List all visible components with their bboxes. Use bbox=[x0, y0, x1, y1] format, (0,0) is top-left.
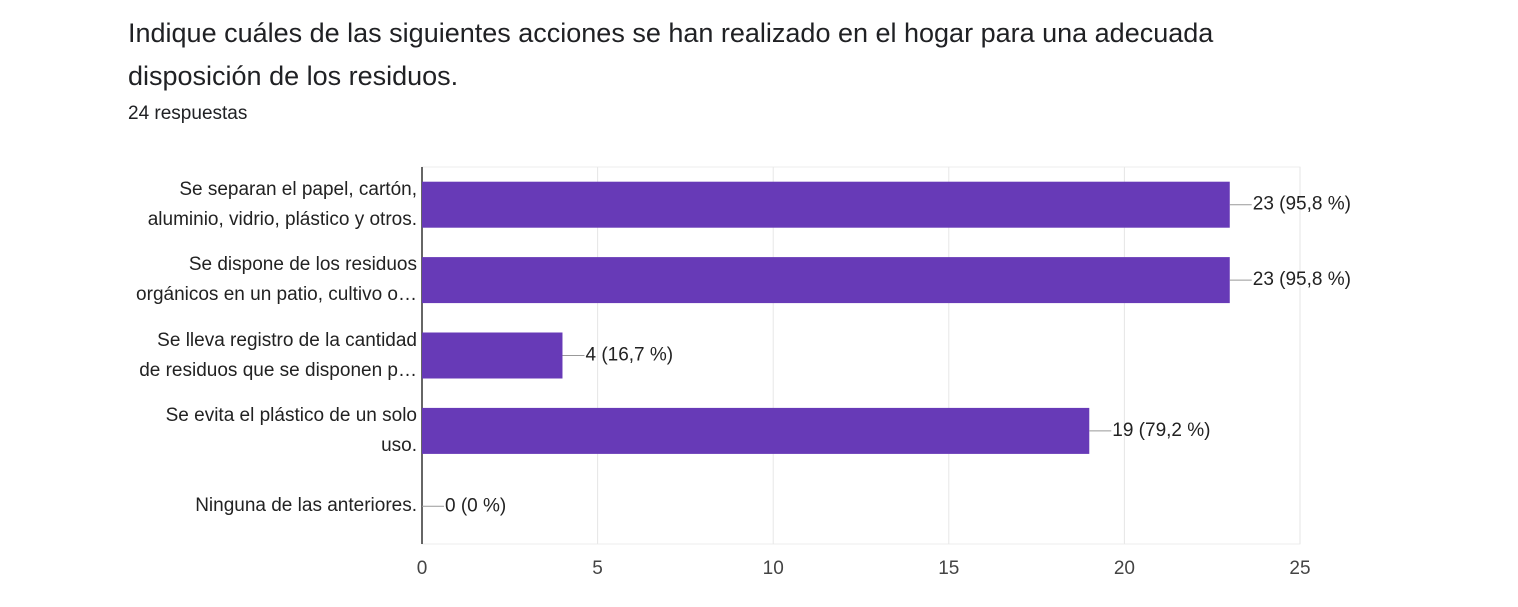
category-label: Se evita el plástico de un solo uso. bbox=[165, 404, 417, 456]
bar bbox=[422, 257, 1230, 304]
bar bbox=[422, 332, 563, 379]
chart-subtitle: 24 respuestas bbox=[128, 103, 248, 124]
x-tick-label: 10 bbox=[763, 558, 784, 579]
category-label: Ninguna de las anteriores. bbox=[195, 495, 417, 517]
x-tick-label: 5 bbox=[592, 558, 603, 579]
category-label: Se separan el papel, cartón, aluminio, v… bbox=[147, 178, 417, 230]
category-label: Se lleva registro de la cantidad de resi… bbox=[139, 329, 417, 381]
value-label: 23 (95,8 %) bbox=[1253, 194, 1351, 215]
value-label: 0 (0 %) bbox=[445, 495, 506, 516]
x-tick-label: 15 bbox=[938, 558, 959, 579]
bar bbox=[422, 407, 1090, 454]
value-label: 4 (16,7 %) bbox=[585, 345, 673, 366]
bar bbox=[422, 181, 1230, 228]
x-tick-label: 25 bbox=[1289, 558, 1310, 579]
category-label: Se dispone de los residuos orgánicos en … bbox=[136, 254, 417, 306]
chart-title: Indique cuáles de las siguientes accione… bbox=[128, 18, 1214, 91]
value-label: 23 (95,8 %) bbox=[1253, 269, 1351, 290]
x-tick-label: 0 bbox=[417, 558, 428, 579]
value-label: 19 (79,2 %) bbox=[1112, 420, 1210, 441]
x-tick-label: 20 bbox=[1114, 558, 1135, 579]
